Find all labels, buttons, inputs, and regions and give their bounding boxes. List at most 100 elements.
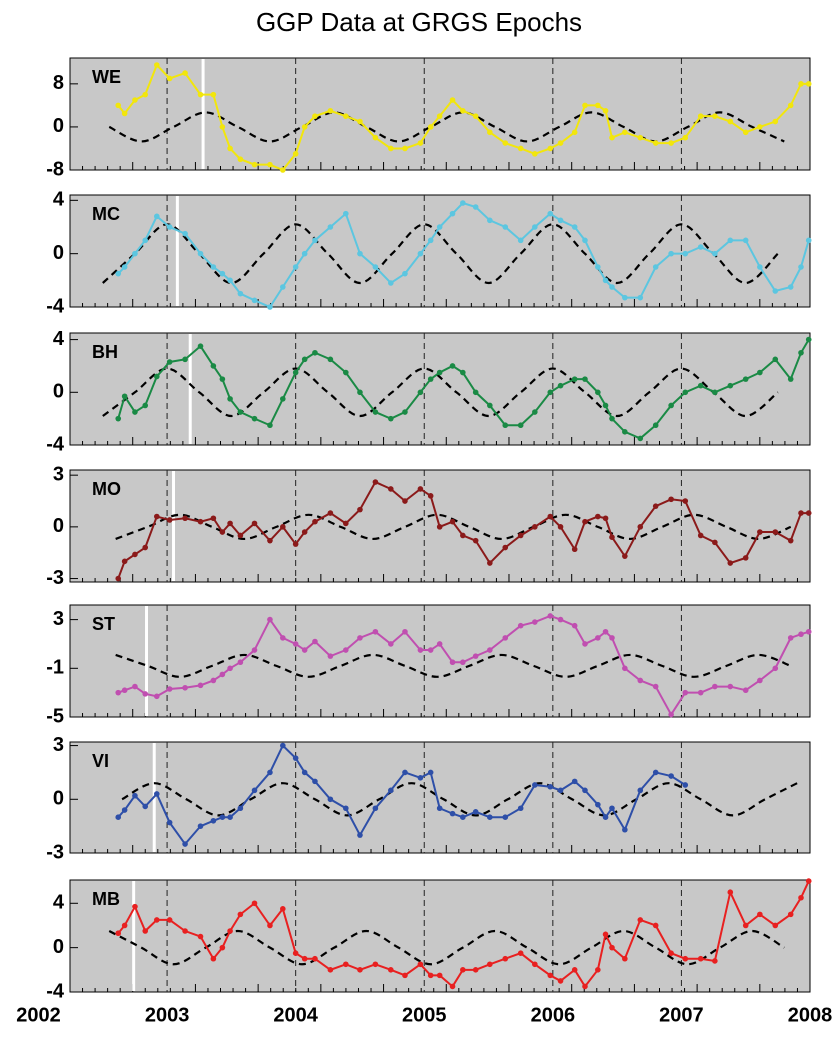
data-point: [388, 486, 394, 492]
data-point: [301, 124, 308, 130]
data-point: [787, 635, 794, 641]
data-point: [487, 402, 493, 409]
data-point: [153, 213, 160, 220]
data-point: [267, 922, 273, 929]
data-point: [557, 382, 564, 389]
data-point: [712, 683, 718, 690]
x-tick-label: 2004: [273, 1004, 318, 1026]
data-point: [652, 922, 659, 929]
data-point: [682, 250, 689, 257]
data-point: [637, 134, 644, 141]
data-point: [547, 389, 554, 396]
data-point: [602, 277, 609, 284]
data-point: [772, 922, 779, 929]
data-point: [622, 294, 628, 301]
data-point: [652, 422, 659, 429]
x-tick-label: 2002: [16, 1004, 61, 1026]
y-tick-label: 4: [53, 892, 65, 914]
panel: 8 0 -8 WE: [46, 57, 812, 180]
data-point: [557, 524, 564, 530]
data-point: [132, 250, 138, 257]
data-point: [210, 677, 217, 684]
data-point: [787, 537, 794, 544]
data-point: [742, 376, 749, 382]
data-point: [532, 524, 538, 530]
data-point: [427, 769, 434, 776]
panel-label: WE: [92, 67, 121, 87]
data-point: [805, 237, 812, 244]
data-point: [487, 647, 493, 653]
data-point: [237, 911, 244, 918]
data-point: [142, 803, 149, 810]
data-point: [166, 819, 173, 826]
plot-area: [69, 194, 811, 308]
data-point: [571, 622, 578, 629]
data-point: [712, 539, 718, 546]
data-point: [798, 264, 804, 270]
panel-label: MO: [92, 479, 121, 499]
y-tick-label: 0: [53, 381, 64, 403]
data-point: [219, 671, 226, 678]
data-point: [227, 145, 233, 152]
data-point: [472, 389, 479, 396]
data-point: [280, 167, 286, 173]
data-point: [372, 479, 379, 485]
data-point: [227, 665, 233, 672]
panel-label: BH: [92, 342, 118, 362]
data-point: [121, 558, 128, 565]
data-point: [532, 782, 538, 788]
data-point: [267, 161, 273, 168]
data-point: [502, 955, 509, 962]
data-point: [312, 237, 318, 244]
data-point: [197, 682, 204, 689]
data-point: [436, 972, 443, 979]
data-point: [153, 62, 160, 68]
data-point: [327, 510, 334, 516]
panel-label: VI: [92, 751, 109, 771]
data-point: [609, 805, 615, 812]
data-point: [772, 665, 779, 672]
data-point: [280, 396, 286, 402]
data-point: [742, 237, 749, 244]
data-point: [121, 393, 128, 400]
data-point: [251, 520, 258, 527]
data-point: [571, 376, 578, 382]
data-point: [517, 805, 524, 812]
data-point: [237, 659, 244, 666]
data-point: [436, 224, 443, 230]
data-point: [115, 689, 122, 696]
data-point: [532, 619, 538, 625]
data-point: [301, 356, 308, 363]
data-point: [219, 529, 226, 535]
data-point: [460, 967, 466, 973]
data-point: [727, 237, 734, 244]
data-point: [388, 415, 394, 422]
data-point: [668, 250, 674, 257]
data-point: [602, 628, 609, 635]
data-point: [197, 933, 204, 940]
data-point: [622, 429, 628, 435]
data-point: [436, 369, 443, 376]
data-point: [280, 524, 286, 530]
data-point: [449, 810, 456, 817]
data-point: [251, 787, 258, 794]
data-point: [357, 118, 363, 125]
data-point: [219, 124, 226, 130]
data-point: [142, 237, 149, 244]
plot-area: [69, 332, 811, 446]
panel: 3 0 -3 MO: [46, 463, 812, 589]
data-point: [357, 635, 363, 641]
data-point: [502, 422, 509, 429]
data-point: [668, 773, 674, 779]
data-point: [153, 917, 160, 923]
model-curve: [108, 929, 785, 966]
data-point: [292, 950, 299, 956]
data-point: [609, 134, 615, 141]
data-point: [210, 91, 217, 98]
data-point: [197, 518, 204, 525]
data-point: [427, 124, 434, 130]
data-point: [115, 575, 122, 582]
data-point: [292, 541, 299, 547]
data-point: [772, 356, 779, 363]
data-point: [301, 647, 308, 653]
